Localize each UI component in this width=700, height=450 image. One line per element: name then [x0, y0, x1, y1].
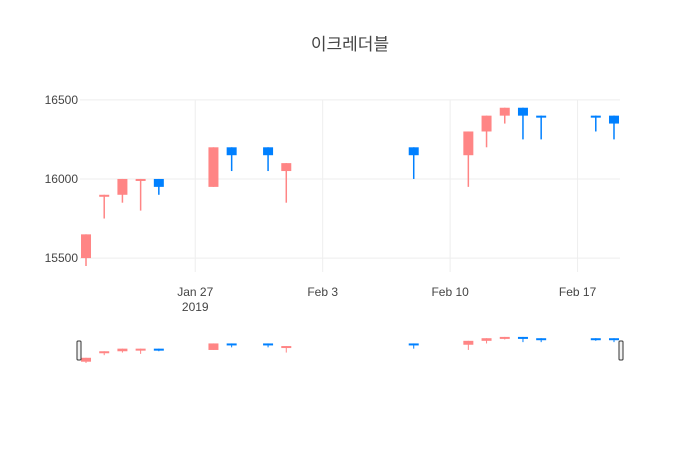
- y-tick-label: 16500: [45, 93, 79, 107]
- slider-candle-body: [135, 348, 146, 351]
- candle-body: [153, 178, 164, 187]
- candle-body: [117, 178, 128, 195]
- y-tick-label: 16000: [45, 172, 79, 186]
- slider-candle-body: [281, 346, 292, 349]
- candle-body: [481, 115, 492, 132]
- slider-handle-left[interactable]: [76, 340, 82, 361]
- slider-candle-body: [408, 343, 419, 346]
- slider-candle-body: [99, 351, 110, 354]
- slider-candle-body: [208, 343, 219, 350]
- slider-candle-body: [608, 338, 619, 341]
- slider-candle-body: [263, 343, 274, 346]
- x-tick-label: Feb 10: [431, 285, 469, 299]
- slider-candle-body: [81, 357, 92, 362]
- slider-candle-body: [590, 338, 601, 341]
- x-tick-sublabel: 2019: [182, 300, 209, 314]
- y-tick-label: 15500: [45, 251, 79, 265]
- candle-body: [81, 234, 92, 259]
- candles: [81, 107, 619, 266]
- candle-body: [281, 163, 292, 172]
- candle-body: [408, 147, 419, 156]
- candle-body: [499, 107, 510, 116]
- y-axis: 15500 16000 16500: [45, 93, 79, 265]
- candle-body: [226, 147, 237, 156]
- slider-candle-body: [517, 336, 528, 339]
- grid-layer: [80, 99, 620, 272]
- x-tick-label: Jan 27: [177, 285, 213, 299]
- candle-body: [208, 147, 219, 187]
- slider-candle-body: [481, 338, 492, 341]
- candle-body: [99, 194, 110, 197]
- slider-handle-right[interactable]: [618, 340, 624, 361]
- candle-body: [517, 107, 528, 116]
- candle-body: [608, 115, 619, 124]
- candle-body: [536, 115, 547, 118]
- slider-candle-body: [153, 348, 164, 351]
- chart-title: 이크레더블: [311, 35, 389, 55]
- x-tick-label: Feb 3: [307, 285, 338, 299]
- slider-background: [80, 336, 620, 366]
- slider-candle-body: [499, 336, 510, 339]
- slider-candle-body: [226, 343, 237, 346]
- slider-candle-body: [536, 338, 547, 341]
- x-tick-label: Feb 17: [559, 285, 597, 299]
- candle-body: [135, 178, 146, 181]
- range-slider[interactable]: [76, 336, 624, 366]
- candle-body: [463, 131, 474, 156]
- slider-candle-body: [463, 340, 474, 345]
- candle-body: [263, 147, 274, 156]
- slider-candle-body: [117, 348, 128, 352]
- candle-body: [590, 115, 601, 118]
